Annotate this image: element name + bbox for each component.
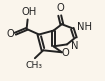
Text: O: O [57,3,65,13]
Text: N: N [71,41,78,51]
Text: OH: OH [21,7,36,17]
Text: O: O [7,29,14,39]
Text: O: O [62,48,69,58]
Text: NH: NH [77,22,92,32]
Text: CH₃: CH₃ [25,61,42,70]
